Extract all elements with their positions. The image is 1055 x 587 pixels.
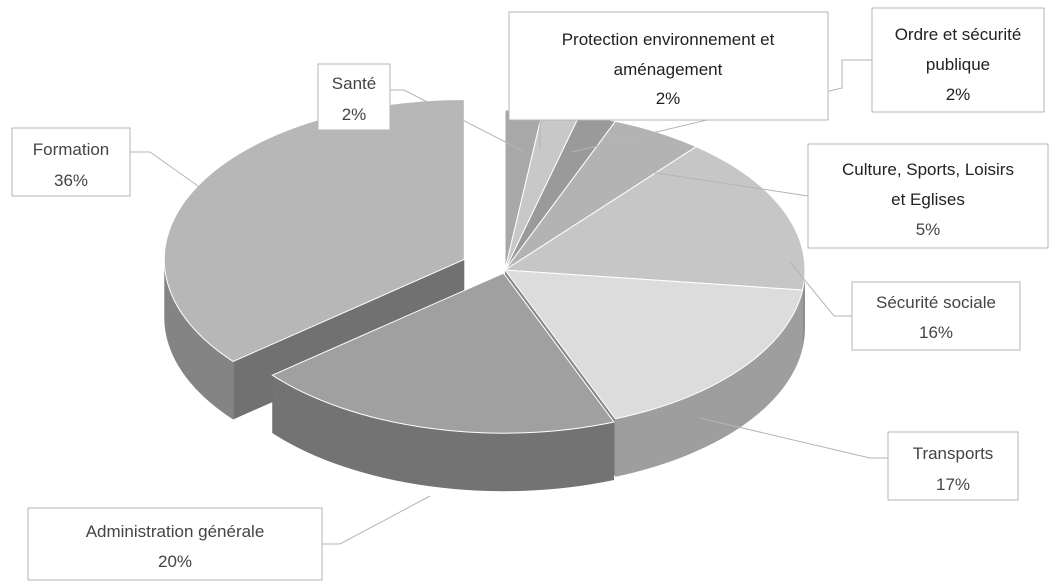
label-sante: Santé 2% <box>317 63 391 131</box>
label-securite-sociale: Sécurité sociale 16% <box>851 281 1021 351</box>
label-formation-name: Formation <box>33 140 110 159</box>
label-transports-pct: 17% <box>936 475 970 494</box>
label-culture-name-2: et Eglises <box>891 190 965 209</box>
label-protection-name-1: Protection environnement et <box>562 30 775 49</box>
label-administration-name: Administration générale <box>86 522 265 541</box>
label-securite-name: Sécurité sociale <box>876 293 996 312</box>
label-culture: Culture, Sports, Loisirs et Eglises 5% <box>807 143 1049 249</box>
leader-transports <box>699 417 888 459</box>
label-administration-pct: 20% <box>158 552 192 571</box>
label-transports: Transports 17% <box>887 431 1019 501</box>
label-transports-name: Transports <box>913 444 994 463</box>
label-protection: Protection environnement et aménagement … <box>508 11 829 121</box>
pie-side-transports-0 <box>615 290 803 477</box>
leader-securite <box>789 261 852 317</box>
label-ordre: Ordre et sécurité publique 2% <box>871 7 1045 113</box>
label-sante-name: Santé <box>332 74 376 93</box>
label-sante-pct: 2% <box>342 105 367 124</box>
label-culture-name-1: Culture, Sports, Loisirs <box>842 160 1014 179</box>
label-protection-pct: 2% <box>656 89 681 108</box>
leader-sante <box>390 89 526 153</box>
leader-culture <box>649 171 809 197</box>
pie-slice-transports <box>503 269 804 420</box>
label-ordre-name-2: publique <box>926 55 990 74</box>
leader-formation <box>130 151 216 199</box>
label-securite-pct: 16% <box>919 323 953 342</box>
pie-side-formation-0 <box>164 259 234 420</box>
label-ordre-pct: 2% <box>946 85 971 104</box>
label-formation: Formation 36% <box>11 127 131 197</box>
label-culture-pct: 5% <box>916 220 941 239</box>
label-ordre-name-1: Ordre et sécurité <box>895 25 1022 44</box>
label-formation-pct: 36% <box>54 171 88 190</box>
leader-administration <box>322 495 431 545</box>
pie-side-administration-generale-0 <box>272 375 614 492</box>
label-administration: Administration générale 20% <box>27 507 323 581</box>
pie-slice-administration-generale <box>271 272 615 434</box>
label-protection-name-2: aménagement <box>614 60 723 79</box>
pie-slice-securite-sociale <box>503 146 806 291</box>
